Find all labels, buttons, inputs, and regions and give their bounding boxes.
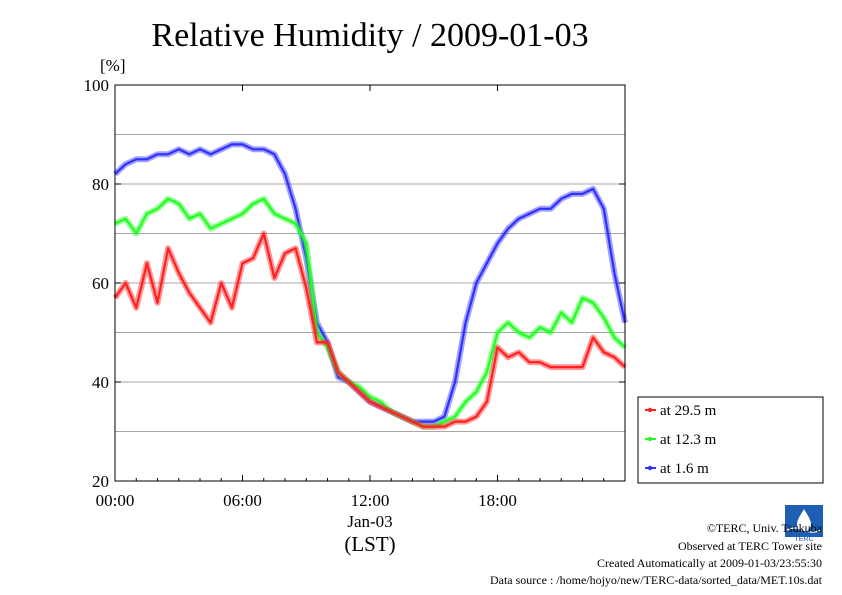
grid-lines (115, 134, 625, 432)
water-drop-icon (797, 509, 811, 531)
y-tick-label: 20 (92, 472, 109, 491)
series-lines (112, 141, 628, 430)
copyright-text: ©TERC, Univ. Tsukuba (707, 521, 823, 535)
legend-marker (647, 465, 653, 471)
x-tick-label: 06:00 (223, 491, 262, 510)
time-zone-label: (LST) (344, 532, 395, 556)
chart-title: Relative Humidity / 2009-01-03 (151, 17, 588, 54)
y-tick-label: 40 (92, 373, 109, 392)
y-axis-label: [%] (100, 56, 125, 75)
wave-icon (786, 527, 822, 533)
y-tick-label: 60 (92, 274, 109, 293)
y-tick-labels: 100 80 60 40 20 (84, 76, 625, 491)
created-text: Created Automatically at 2009-01-03/23:5… (597, 556, 822, 570)
series-band (113, 195, 628, 430)
date-label: Jan-03 (347, 512, 392, 531)
legend-marker (647, 436, 653, 442)
terc-logo: TERC (785, 505, 823, 543)
x-tick-label: 00:00 (96, 491, 135, 510)
terc-logo-text: TERC (794, 536, 813, 543)
series-line (114, 232, 626, 428)
y-tick-label: 100 (84, 76, 110, 95)
series-line (114, 197, 626, 428)
legend-label: at 1.6 m (660, 461, 709, 477)
x-tick-label: 12:00 (351, 491, 390, 510)
data-source-text: Data source : /home/hojyo/new/TERC-data/… (490, 573, 823, 587)
y-tick-label: 80 (92, 175, 109, 194)
observed-text: Observed at TERC Tower site (678, 539, 822, 553)
legend-marker (647, 407, 653, 413)
x-tick-label: 18:00 (478, 491, 517, 510)
legend: at 29.5 m at 12.3 m at 1.6 m (637, 396, 824, 484)
legend-label: at 12.3 m (660, 432, 717, 448)
x-tick-labels: 00:00 06:00 12:00 18:00 (96, 85, 605, 510)
legend-box (637, 396, 824, 484)
legend-label: at 29.5 m (660, 403, 717, 419)
